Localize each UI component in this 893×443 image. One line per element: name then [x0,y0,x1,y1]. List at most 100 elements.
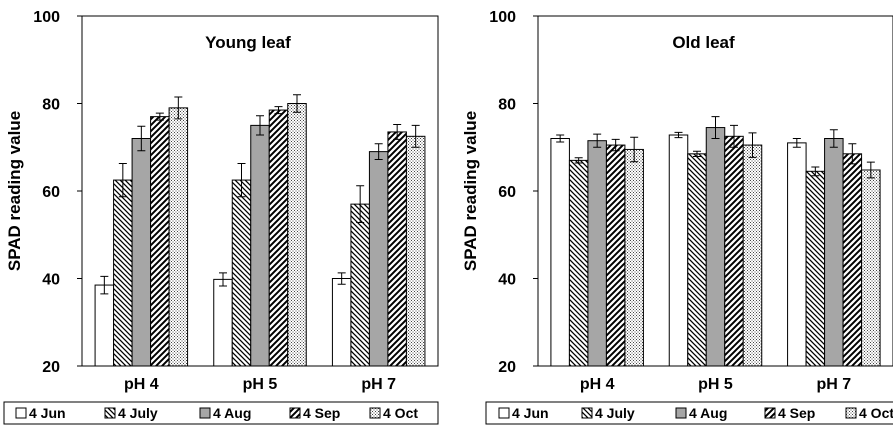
error-bar [556,134,565,143]
x-tick-label: pH 5 [698,376,733,393]
legend: 4 Jun 4 July 4 Aug 4 Sep 4 Oct [3,401,439,425]
bar [250,124,270,367]
bar [331,278,352,367]
error-bar [100,275,109,295]
bar [705,127,726,367]
legend-label: 4 Oct [859,405,893,421]
bar [668,134,689,367]
error-bar [411,124,420,148]
y-axis-label: SPAD reading value [5,111,24,271]
bar [842,153,863,367]
legend-swatch [15,407,27,419]
chart-panel-1: 20 40 60 80 100 SPAD reading value Old leaf pH … [461,9,893,425]
error-bar [393,124,402,140]
x-tick-label: pH 4 [580,376,615,393]
bar [150,116,170,367]
bar [568,159,589,367]
legend-swatch [104,407,116,419]
y-tick-label: 100 [489,9,516,26]
bar [268,109,289,367]
bar [168,107,189,367]
legend-swatch [675,407,687,419]
legend-label: 4 Sep [778,405,815,421]
legend-label: 4 Aug [213,405,251,421]
y-tick-label: 40 [42,272,60,289]
bar [387,131,407,367]
bar [113,179,133,367]
x-tick-label: pH 7 [361,376,396,393]
bar [624,148,644,367]
bar [861,169,881,367]
chart-panel-0: 20 40 60 80 100 SPAD reading value Young leaf p… [3,9,439,425]
bar [824,138,844,367]
error-bar [611,138,620,152]
y-tick-label: 20 [42,359,60,376]
error-bar [711,116,720,139]
error-bar [137,125,146,152]
chart-title: Young leaf [205,33,291,52]
legend-swatch [369,407,381,419]
chart-title: Old leaf [672,33,735,52]
y-tick-label: 80 [498,97,516,114]
bar [805,170,826,367]
error-bar [693,150,701,157]
legend-label: 4 Jun [29,405,66,421]
bar [550,138,570,367]
bar [724,135,744,367]
legend-swatch [289,407,301,419]
legend-swatch [498,407,510,419]
bar [587,140,607,367]
error-bar [748,132,757,158]
y-tick-label: 80 [42,97,60,114]
error-bar [293,94,301,113]
bar [131,138,152,367]
legend-swatch [764,407,776,419]
bar [368,151,389,367]
error-bar [593,133,602,148]
error-bar [356,185,365,223]
bar [687,153,707,367]
legend-label: 4 July [118,405,158,421]
legend-label: 4 July [595,405,635,421]
legend-label: 4 Oct [383,405,418,421]
legend-label: 4 Jun [512,405,549,421]
bar [94,284,115,367]
error-bar [256,115,264,136]
error-bar [237,162,246,198]
error-bar [848,143,857,165]
y-tick-label: 100 [33,9,60,26]
error-bar [574,157,583,164]
error-bar [811,166,820,177]
error-bar [866,161,875,179]
bar [742,144,763,367]
bar [213,278,233,367]
error-bar [674,131,683,139]
legend-label: 4 Sep [303,405,340,421]
y-tick-label: 20 [498,359,516,376]
x-tick-label: pH 5 [243,376,278,393]
error-bar [829,129,838,148]
bar [787,142,807,367]
bar [350,203,370,367]
error-bar [219,272,227,287]
error-bar [792,138,801,148]
error-bar [374,143,383,160]
error-bar [174,96,183,120]
y-axis-label: SPAD reading value [461,111,480,271]
error-bar [155,112,164,121]
x-tick-label: pH 4 [124,376,159,393]
error-bar [630,136,639,163]
legend-swatch [199,407,211,419]
error-bar [337,272,346,285]
bar [231,179,252,367]
legend: 4 Jun 4 July 4 Aug 4 Sep 4 Oct [485,401,893,425]
bar [287,103,307,367]
y-tick-label: 60 [42,184,60,201]
error-bar [730,124,738,148]
x-tick-label: pH 7 [816,376,851,393]
y-tick-label: 40 [498,272,516,289]
bar [605,144,626,367]
error-bar [118,162,127,198]
legend-label: 4 Aug [689,405,727,421]
